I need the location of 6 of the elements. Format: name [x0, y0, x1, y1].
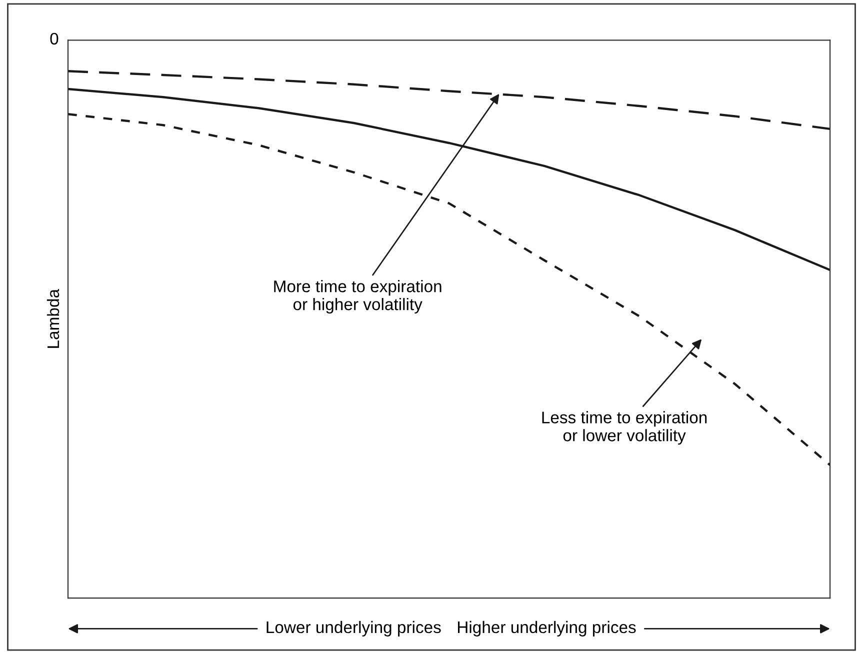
- y-axis-title: Lambda: [46, 288, 60, 348]
- annotation: Less time to expiration or lower volatility: [542, 411, 707, 445]
- text: 0: [50, 32, 58, 45]
- text: Lower underlying prices: [266, 620, 441, 636]
- text: Higher underlying prices: [458, 620, 636, 636]
- annotation: More time to expiration or higher volatility: [274, 280, 442, 314]
